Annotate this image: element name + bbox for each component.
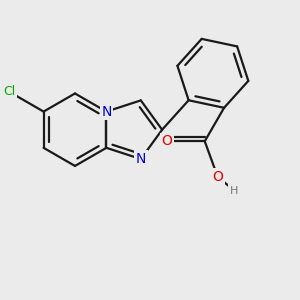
- Text: H: H: [230, 186, 238, 196]
- Text: Cl: Cl: [3, 85, 15, 98]
- Text: O: O: [162, 134, 172, 148]
- Text: N: N: [101, 105, 112, 118]
- Text: O: O: [212, 170, 223, 184]
- Text: N: N: [136, 152, 146, 166]
